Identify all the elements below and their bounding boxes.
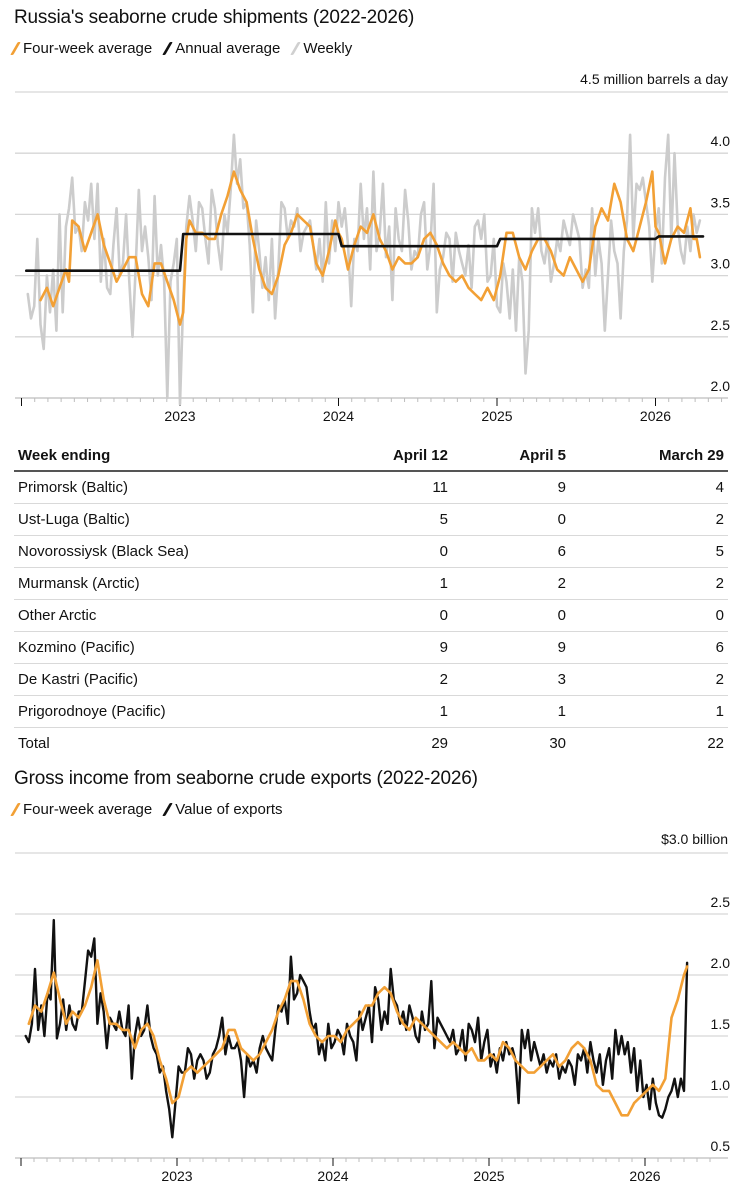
cargo-count: 6 [570, 631, 728, 664]
column-header-week-ending: Week ending [14, 440, 324, 472]
port-name: Kozmino (Pacific) [14, 631, 324, 664]
y-tick-label: 2.5 [711, 317, 731, 333]
legend-label: Weekly [303, 40, 353, 57]
port-name: Other Arctic [14, 599, 324, 632]
cargo-count: 3 [452, 663, 570, 696]
port-shipments-table: Week ending April 12 April 5 March 29 Pr… [14, 440, 728, 759]
legend-item-annual-average: Annual average [162, 40, 281, 57]
table-row: Murmansk (Arctic) 1 2 2 [14, 567, 728, 600]
y-tick-label: 3.0 [711, 256, 731, 272]
cargo-count: 2 [324, 663, 452, 696]
legend-item-value-of-exports: Value of exports [162, 801, 283, 818]
port-name: Prigorodnoye (Pacific) [14, 695, 324, 728]
cargo-count: 0 [324, 599, 452, 632]
column-header-april-5: April 5 [452, 440, 570, 472]
cargo-count: 5 [324, 503, 452, 536]
x-tick-label: 2024 [323, 408, 354, 424]
legend-item-four-week-average: Four-week average [10, 40, 153, 57]
cargo-count: 1 [324, 695, 452, 728]
series-value-of-exports-line [24, 918, 689, 1139]
cargo-count: 9 [452, 631, 570, 664]
port-name: Murmansk (Arctic) [14, 567, 324, 600]
legend-item-four-week-average: Four-week average [10, 801, 153, 818]
series-annual-average-line [24, 232, 705, 273]
cargo-count: 0 [324, 535, 452, 568]
cargo-count: 1 [324, 567, 452, 600]
series-four-week-average-line [27, 959, 689, 1117]
legend-label: Value of exports [175, 801, 283, 818]
cargo-count: 29 [431, 735, 448, 752]
cargo-count: 0 [570, 599, 728, 632]
table-total-row: Total 29 30 22 [14, 728, 728, 760]
x-tick-label: 2025 [473, 1168, 504, 1184]
cargo-count: 9 [452, 471, 570, 504]
chart1-legend: Four-week average Annual average Weekly [10, 40, 353, 57]
table-header-row: Week ending April 12 April 5 March 29 [14, 440, 728, 472]
x-tick-label: 2026 [640, 408, 671, 424]
column-header-april-12: April 12 [324, 440, 452, 472]
x-tick-label: 2025 [481, 408, 512, 424]
chart1-unit-label: 4.5 million barrels a day [580, 71, 728, 87]
y-tick-label: 0.5 [711, 1138, 731, 1154]
cargo-count: 22 [707, 735, 724, 752]
table-row: De Kastri (Pacific) 2 3 2 [14, 663, 728, 696]
chart1-title: Russia's seaborne crude shipments (2022-… [14, 7, 415, 28]
chart1-plot: 2.0 2.5 3.0 3.5 4.0 2023 2024 2025 2026 [15, 91, 731, 424]
cargo-count: 1 [452, 695, 570, 728]
series-four-week-average-line [39, 170, 702, 326]
port-name: Total [18, 735, 50, 752]
x-tick-label: 2026 [629, 1168, 660, 1184]
cargo-count: 30 [549, 735, 566, 752]
chart2-unit-label: $3.0 billion [661, 831, 728, 847]
y-tick-label: 1.5 [711, 1016, 731, 1032]
y-tick-label: 4.0 [711, 133, 731, 149]
chart2-title: Gross income from seaborne crude exports… [14, 768, 478, 789]
legend-label: Annual average [175, 40, 281, 57]
table-row: Novorossiysk (Black Sea) 0 6 5 [14, 535, 728, 568]
table-row: Other Arctic 0 0 0 [14, 599, 728, 632]
legend-label: Four-week average [23, 801, 153, 818]
cargo-count: 5 [570, 535, 728, 568]
y-tick-label: 3.5 [711, 194, 731, 210]
cargo-count: 1 [570, 695, 728, 728]
legend-item-weekly: Weekly [290, 40, 353, 57]
legend-label: Four-week average [23, 40, 153, 57]
x-tick-label: 2024 [317, 1168, 348, 1184]
port-name: Primorsk (Baltic) [14, 471, 324, 504]
port-name: Novorossiysk (Black Sea) [14, 535, 324, 568]
y-tick-label: 1.0 [711, 1077, 731, 1093]
y-tick-label: 2.0 [711, 955, 731, 971]
series-weekly-line [26, 133, 702, 406]
port-name: De Kastri (Pacific) [14, 663, 324, 696]
x-tick-label: 2023 [161, 1168, 192, 1184]
x-tick-label: 2023 [164, 408, 195, 424]
table-row: Primorsk (Baltic) 11 9 4 [14, 471, 728, 504]
cargo-count: 2 [570, 567, 728, 600]
cargo-count: 2 [452, 567, 570, 600]
table-row: Kozmino (Pacific) 9 9 6 [14, 631, 728, 664]
cargo-count: 6 [452, 535, 570, 568]
cargo-count: 0 [452, 599, 570, 632]
cargo-count: 4 [570, 471, 728, 504]
cargo-count: 9 [324, 631, 452, 664]
chart2-legend: Four-week average Value of exports [10, 801, 283, 818]
y-tick-label: 2.0 [711, 378, 731, 394]
y-tick-label: 2.5 [711, 894, 731, 910]
cargo-count: 0 [452, 503, 570, 536]
cargo-count: 2 [570, 663, 728, 696]
table-row: Ust-Luga (Baltic) 5 0 2 [14, 503, 728, 536]
table-row: Prigorodnoye (Pacific) 1 1 1 [14, 695, 728, 728]
column-header-march-29: March 29 [570, 440, 728, 472]
port-name: Ust-Luga (Baltic) [14, 503, 324, 536]
cargo-count: 2 [570, 503, 728, 536]
cargo-count: 11 [324, 471, 452, 504]
